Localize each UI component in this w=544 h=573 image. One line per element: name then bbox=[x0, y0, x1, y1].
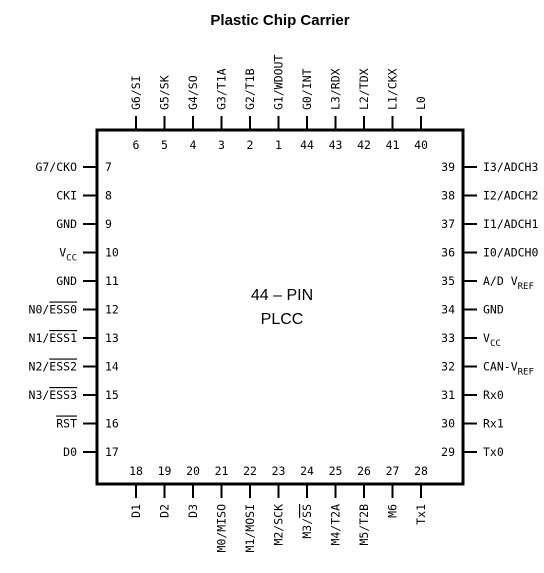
pin-number: 8 bbox=[105, 189, 112, 203]
pin-label: GND bbox=[483, 303, 504, 317]
pin-number: 30 bbox=[441, 417, 455, 431]
pin-number: 31 bbox=[441, 388, 455, 402]
pin-label: Rx1 bbox=[483, 417, 504, 431]
pin-label: N2/ESS2 bbox=[29, 360, 77, 374]
pin-number: 21 bbox=[215, 464, 229, 478]
pin-number: 39 bbox=[441, 160, 455, 174]
pin-number: 32 bbox=[441, 360, 455, 374]
pin-number: 9 bbox=[105, 217, 112, 231]
pin-number: 17 bbox=[105, 445, 119, 459]
pin-number: 22 bbox=[243, 464, 257, 478]
pin-number: 3 bbox=[218, 138, 225, 152]
pin-number: 1 bbox=[275, 138, 282, 152]
pin-number: 44 bbox=[300, 138, 314, 152]
pin-label: M4/T2A bbox=[329, 504, 343, 546]
pin-label: I2/ADCH2 bbox=[483, 189, 538, 203]
pin-number: 19 bbox=[158, 464, 172, 478]
pin-label: G7/CKO bbox=[35, 160, 77, 174]
pin-label: M2/SCK bbox=[272, 504, 286, 546]
pin-number: 13 bbox=[105, 331, 119, 345]
pin-number: 38 bbox=[441, 189, 455, 203]
pin-label: RST bbox=[56, 417, 77, 431]
pin-label: M6 bbox=[386, 504, 400, 518]
pin-label: M1/MOSI bbox=[243, 504, 257, 552]
pin-number: 11 bbox=[105, 274, 119, 288]
pin-label: GND bbox=[56, 217, 77, 231]
pin-number: 41 bbox=[386, 138, 400, 152]
package-type: PLCC bbox=[261, 311, 304, 328]
pin-label: D2 bbox=[158, 504, 172, 518]
pin-number: 15 bbox=[105, 388, 119, 402]
pin-number: 12 bbox=[105, 303, 119, 317]
pin-label: G5/SK bbox=[158, 75, 172, 110]
pins-layer: 7G7/CKO8CKI9GND10VCC11GND12N0/ESS013N1/E… bbox=[29, 55, 539, 553]
pin-label: M3/SS bbox=[300, 504, 314, 539]
pin-label: D0 bbox=[63, 445, 77, 459]
pin-label: G0/INT bbox=[300, 68, 314, 110]
pin-number: 20 bbox=[186, 464, 200, 478]
pin-label: G6/SI bbox=[129, 75, 143, 110]
pin-label: L1/CKX bbox=[386, 68, 400, 110]
pin-label: N3/ESS3 bbox=[29, 388, 78, 402]
pin-label: G1/WDOUT bbox=[272, 55, 286, 110]
pin-label: D1 bbox=[129, 504, 143, 518]
pin-label: G3/T1A bbox=[215, 68, 229, 110]
pin-number: 33 bbox=[441, 331, 455, 345]
pin-number: 26 bbox=[357, 464, 371, 478]
pin-label: L3/RDX bbox=[329, 68, 343, 110]
pin-number: 29 bbox=[441, 445, 455, 459]
chip-body bbox=[95, 128, 465, 486]
pin-label: L2/TDX bbox=[357, 68, 371, 110]
pin-label: CAN-VREF bbox=[483, 360, 534, 378]
package-pin-count: 44 – PIN bbox=[251, 287, 313, 304]
pin-number: 42 bbox=[357, 138, 371, 152]
pin-label: M0/MISO bbox=[215, 504, 229, 553]
pin-label: L0 bbox=[414, 96, 428, 110]
pin-number: 5 bbox=[161, 138, 168, 152]
pin-number: 37 bbox=[441, 217, 455, 231]
pin-label: A/D VREF bbox=[483, 274, 534, 292]
pin-number: 7 bbox=[105, 160, 112, 174]
pin-number: 27 bbox=[386, 464, 400, 478]
pin-label: D3 bbox=[186, 504, 200, 518]
pin-number: 10 bbox=[105, 246, 119, 260]
pin-number: 16 bbox=[105, 417, 119, 431]
pin-number: 36 bbox=[441, 246, 455, 260]
pin-label: G4/SO bbox=[186, 75, 200, 110]
pin-label: I3/ADCH3 bbox=[483, 160, 538, 174]
diagram-title: Plastic Chip Carrier bbox=[210, 12, 349, 29]
pin-label: VCC bbox=[59, 246, 77, 264]
pin-number: 28 bbox=[414, 464, 428, 478]
pin-label: Tx1 bbox=[414, 504, 428, 525]
pin-number: 43 bbox=[329, 138, 343, 152]
pin-label: CKI bbox=[56, 189, 77, 203]
pin-label: N1/ESS1 bbox=[29, 331, 78, 345]
pin-number: 6 bbox=[133, 138, 140, 152]
pin-label: I0/ADCH0 bbox=[483, 246, 538, 260]
pin-number: 40 bbox=[414, 138, 428, 152]
pin-number: 14 bbox=[105, 360, 119, 374]
pin-number: 24 bbox=[300, 464, 314, 478]
pin-label: N0/ESS0 bbox=[29, 303, 78, 317]
pin-number: 25 bbox=[329, 464, 343, 478]
pin-label: GND bbox=[56, 274, 77, 288]
pin-number: 18 bbox=[129, 464, 143, 478]
pin-number: 35 bbox=[441, 274, 455, 288]
pin-number: 23 bbox=[272, 464, 286, 478]
pin-label: I1/ADCH1 bbox=[483, 217, 538, 231]
pin-number: 34 bbox=[441, 303, 455, 317]
pin-label: G2/T1B bbox=[243, 68, 257, 110]
pin-number: 4 bbox=[190, 138, 197, 152]
pin-label: Rx0 bbox=[483, 388, 504, 402]
pin-label: Tx0 bbox=[483, 445, 504, 459]
pin-number: 2 bbox=[247, 138, 254, 152]
pin-label: VCC bbox=[483, 331, 501, 349]
pin-label: M5/T2B bbox=[357, 504, 371, 546]
